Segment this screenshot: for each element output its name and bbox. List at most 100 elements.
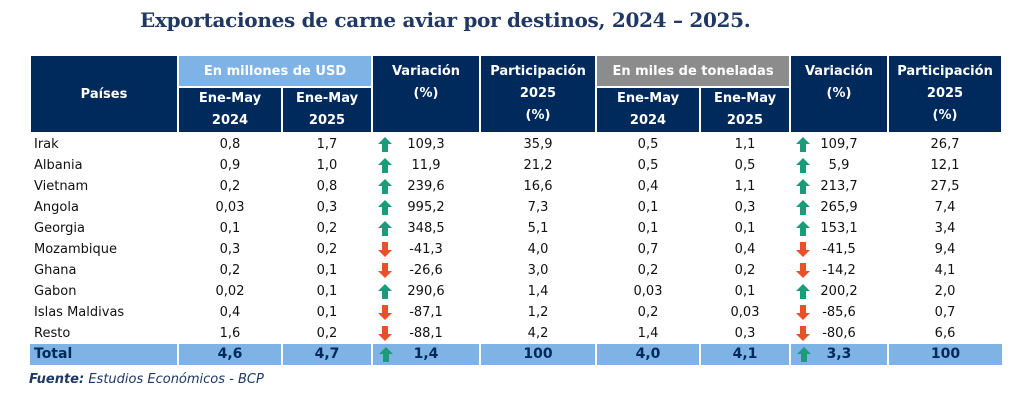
usd-variation-cell: 348,5 — [372, 218, 480, 239]
ton-2025-cell: 0,2 — [734, 263, 756, 278]
country-cell: Angola — [34, 200, 79, 215]
usd-participation-cell: 4,0 — [527, 242, 549, 257]
usd-variation-cell: 11,9 — [372, 155, 480, 176]
usd-2024-cell: 0,2 — [219, 179, 241, 194]
header-usd-2025: Ene-May 2025 — [280, 86, 374, 134]
usd-2024-cell: 0,4 — [219, 305, 241, 320]
header-ton-variation: Variación (%) — [789, 54, 890, 134]
usd-variation-cell: 109,3 — [372, 133, 480, 155]
usd-participation-cell: 21,2 — [523, 158, 553, 173]
arrow-down-icon — [378, 305, 393, 320]
arrow-down-icon — [796, 326, 811, 341]
table-row: Resto 1,6 0,2 -88,1 4,2 1,4 0,3 -80,6 6,6 — [30, 323, 1002, 344]
country-cell: Islas Maldivas — [34, 305, 125, 320]
usd-2025-cell: 0,2 — [316, 242, 338, 257]
ton-participation-cell: 27,5 — [930, 179, 960, 194]
usd-2025-cell: 0,1 — [316, 263, 338, 278]
ton-variation-cell: 200,2 — [790, 281, 888, 302]
usd-participation-cell: 3,0 — [527, 263, 549, 278]
header-usd-variation: Variación (%) — [371, 54, 482, 134]
usd-2024-cell: 0,9 — [219, 158, 241, 173]
arrow-up-icon — [796, 179, 811, 194]
usd-2025-cell: 1,7 — [316, 137, 338, 152]
usd-2024-cell: 0,03 — [215, 200, 245, 215]
header-usd-2024: Ene-May 2024 — [177, 86, 283, 134]
arrow-up-icon — [378, 179, 393, 194]
exports-table: Países En millones de USD Variación (%) P… — [29, 54, 1004, 365]
ton-2024-cell: 0,5 — [637, 158, 659, 173]
ton-variation-cell: -80,6 — [790, 323, 888, 344]
ton-participation-cell: 12,1 — [930, 158, 960, 173]
usd-variation-cell: 1,4 — [371, 344, 481, 365]
ton-variation-cell: 3,3 — [789, 344, 889, 365]
country-cell: Ghana — [34, 263, 77, 278]
table-row: Irak 0,8 1,7 109,3 35,9 0,5 1,1 109,7 26,7 — [30, 133, 1002, 155]
ton-participation-cell: 7,4 — [934, 200, 956, 215]
arrow-up-icon — [796, 200, 811, 215]
usd-participation-cell: 1,2 — [527, 305, 549, 320]
ton-2025-cell: 1,1 — [734, 137, 756, 152]
ton-variation-cell: 109,7 — [790, 133, 888, 155]
usd-2025-cell: 0,8 — [316, 179, 338, 194]
ton-variation-cell: 153,1 — [790, 218, 888, 239]
arrow-up-icon — [378, 137, 393, 152]
ton-2025-cell: 0,3 — [734, 200, 756, 215]
usd-2025-cell: 0,2 — [316, 221, 338, 236]
country-cell: Resto — [34, 326, 71, 341]
arrow-up-icon — [378, 158, 393, 173]
ton-2024-cell: 0,5 — [637, 137, 659, 152]
ton-participation-cell: 6,6 — [934, 326, 956, 341]
usd-2025-cell: 0,1 — [316, 305, 338, 320]
source-note: Fuente: Estudios Económicos - BCP — [29, 372, 264, 387]
country-cell: Gabon — [34, 284, 77, 299]
ton-2024-cell: 0,4 — [637, 179, 659, 194]
header-usd-group: En millones de USD — [176, 54, 374, 88]
table-row: Georgia 0,1 0,2 348,5 5,1 0,1 0,1 153,1 3,4 — [30, 218, 1002, 239]
ton-variation-cell: 5,9 — [790, 155, 888, 176]
usd-participation-cell: 100 — [479, 344, 597, 365]
ton-variation-cell: -85,6 — [790, 302, 888, 323]
header-ton-2024: Ene-May 2024 — [595, 86, 702, 134]
arrow-up-icon — [796, 137, 811, 152]
usd-2024-cell: 0,3 — [219, 242, 241, 257]
header-ton-group: En miles de toneladas — [595, 54, 792, 88]
header-ton-participation: Participación 2025 (%) — [887, 54, 1004, 134]
arrow-up-icon — [378, 221, 393, 236]
ton-2025-cell: 0,3 — [734, 326, 756, 341]
arrow-down-icon — [796, 263, 811, 278]
ton-2024-cell: 0,1 — [637, 221, 659, 236]
ton-2025-cell: 0,4 — [734, 242, 756, 257]
usd-variation-cell: -26,6 — [372, 260, 480, 281]
arrow-up-icon — [378, 284, 393, 299]
usd-2024-cell: 1,6 — [219, 326, 241, 341]
country-cell: Total — [30, 344, 178, 365]
usd-participation-cell: 7,3 — [527, 200, 549, 215]
ton-variation-cell: 213,7 — [790, 176, 888, 197]
arrow-up-icon — [797, 347, 812, 362]
ton-variation-cell: -14,2 — [790, 260, 888, 281]
arrow-up-icon — [378, 200, 393, 215]
usd-2024-cell: 0,02 — [215, 284, 245, 299]
usd-variation-cell: -41,3 — [372, 239, 480, 260]
ton-2025-cell: 0,03 — [730, 305, 760, 320]
arrow-up-icon — [796, 284, 811, 299]
usd-participation-cell: 4,2 — [527, 326, 549, 341]
table-row: Mozambique 0,3 0,2 -41,3 4,0 0,7 0,4 -41,5 9,4 — [30, 239, 1002, 260]
country-cell: Mozambique — [34, 242, 117, 257]
usd-2025-cell: 1,0 — [316, 158, 338, 173]
ton-2024-cell: 0,7 — [637, 242, 659, 257]
arrow-up-icon — [796, 221, 811, 236]
ton-participation-cell: 100 — [887, 344, 1003, 365]
usd-2024-cell: 0,8 — [219, 137, 241, 152]
arrow-down-icon — [378, 326, 393, 341]
usd-variation-cell: 239,6 — [372, 176, 480, 197]
arrow-down-icon — [796, 305, 811, 320]
arrow-up-icon — [379, 347, 394, 362]
ton-participation-cell: 2,0 — [934, 284, 956, 299]
ton-participation-cell: 26,7 — [930, 137, 960, 152]
ton-2024-cell: 1,4 — [637, 326, 659, 341]
usd-participation-cell: 35,9 — [523, 137, 553, 152]
ton-2024-cell: 0,2 — [637, 305, 659, 320]
total-row: Total 4,6 4,7 1,4 100 4,0 4,1 3,3 100 — [30, 344, 1003, 365]
usd-2025-cell: 0,2 — [316, 326, 338, 341]
